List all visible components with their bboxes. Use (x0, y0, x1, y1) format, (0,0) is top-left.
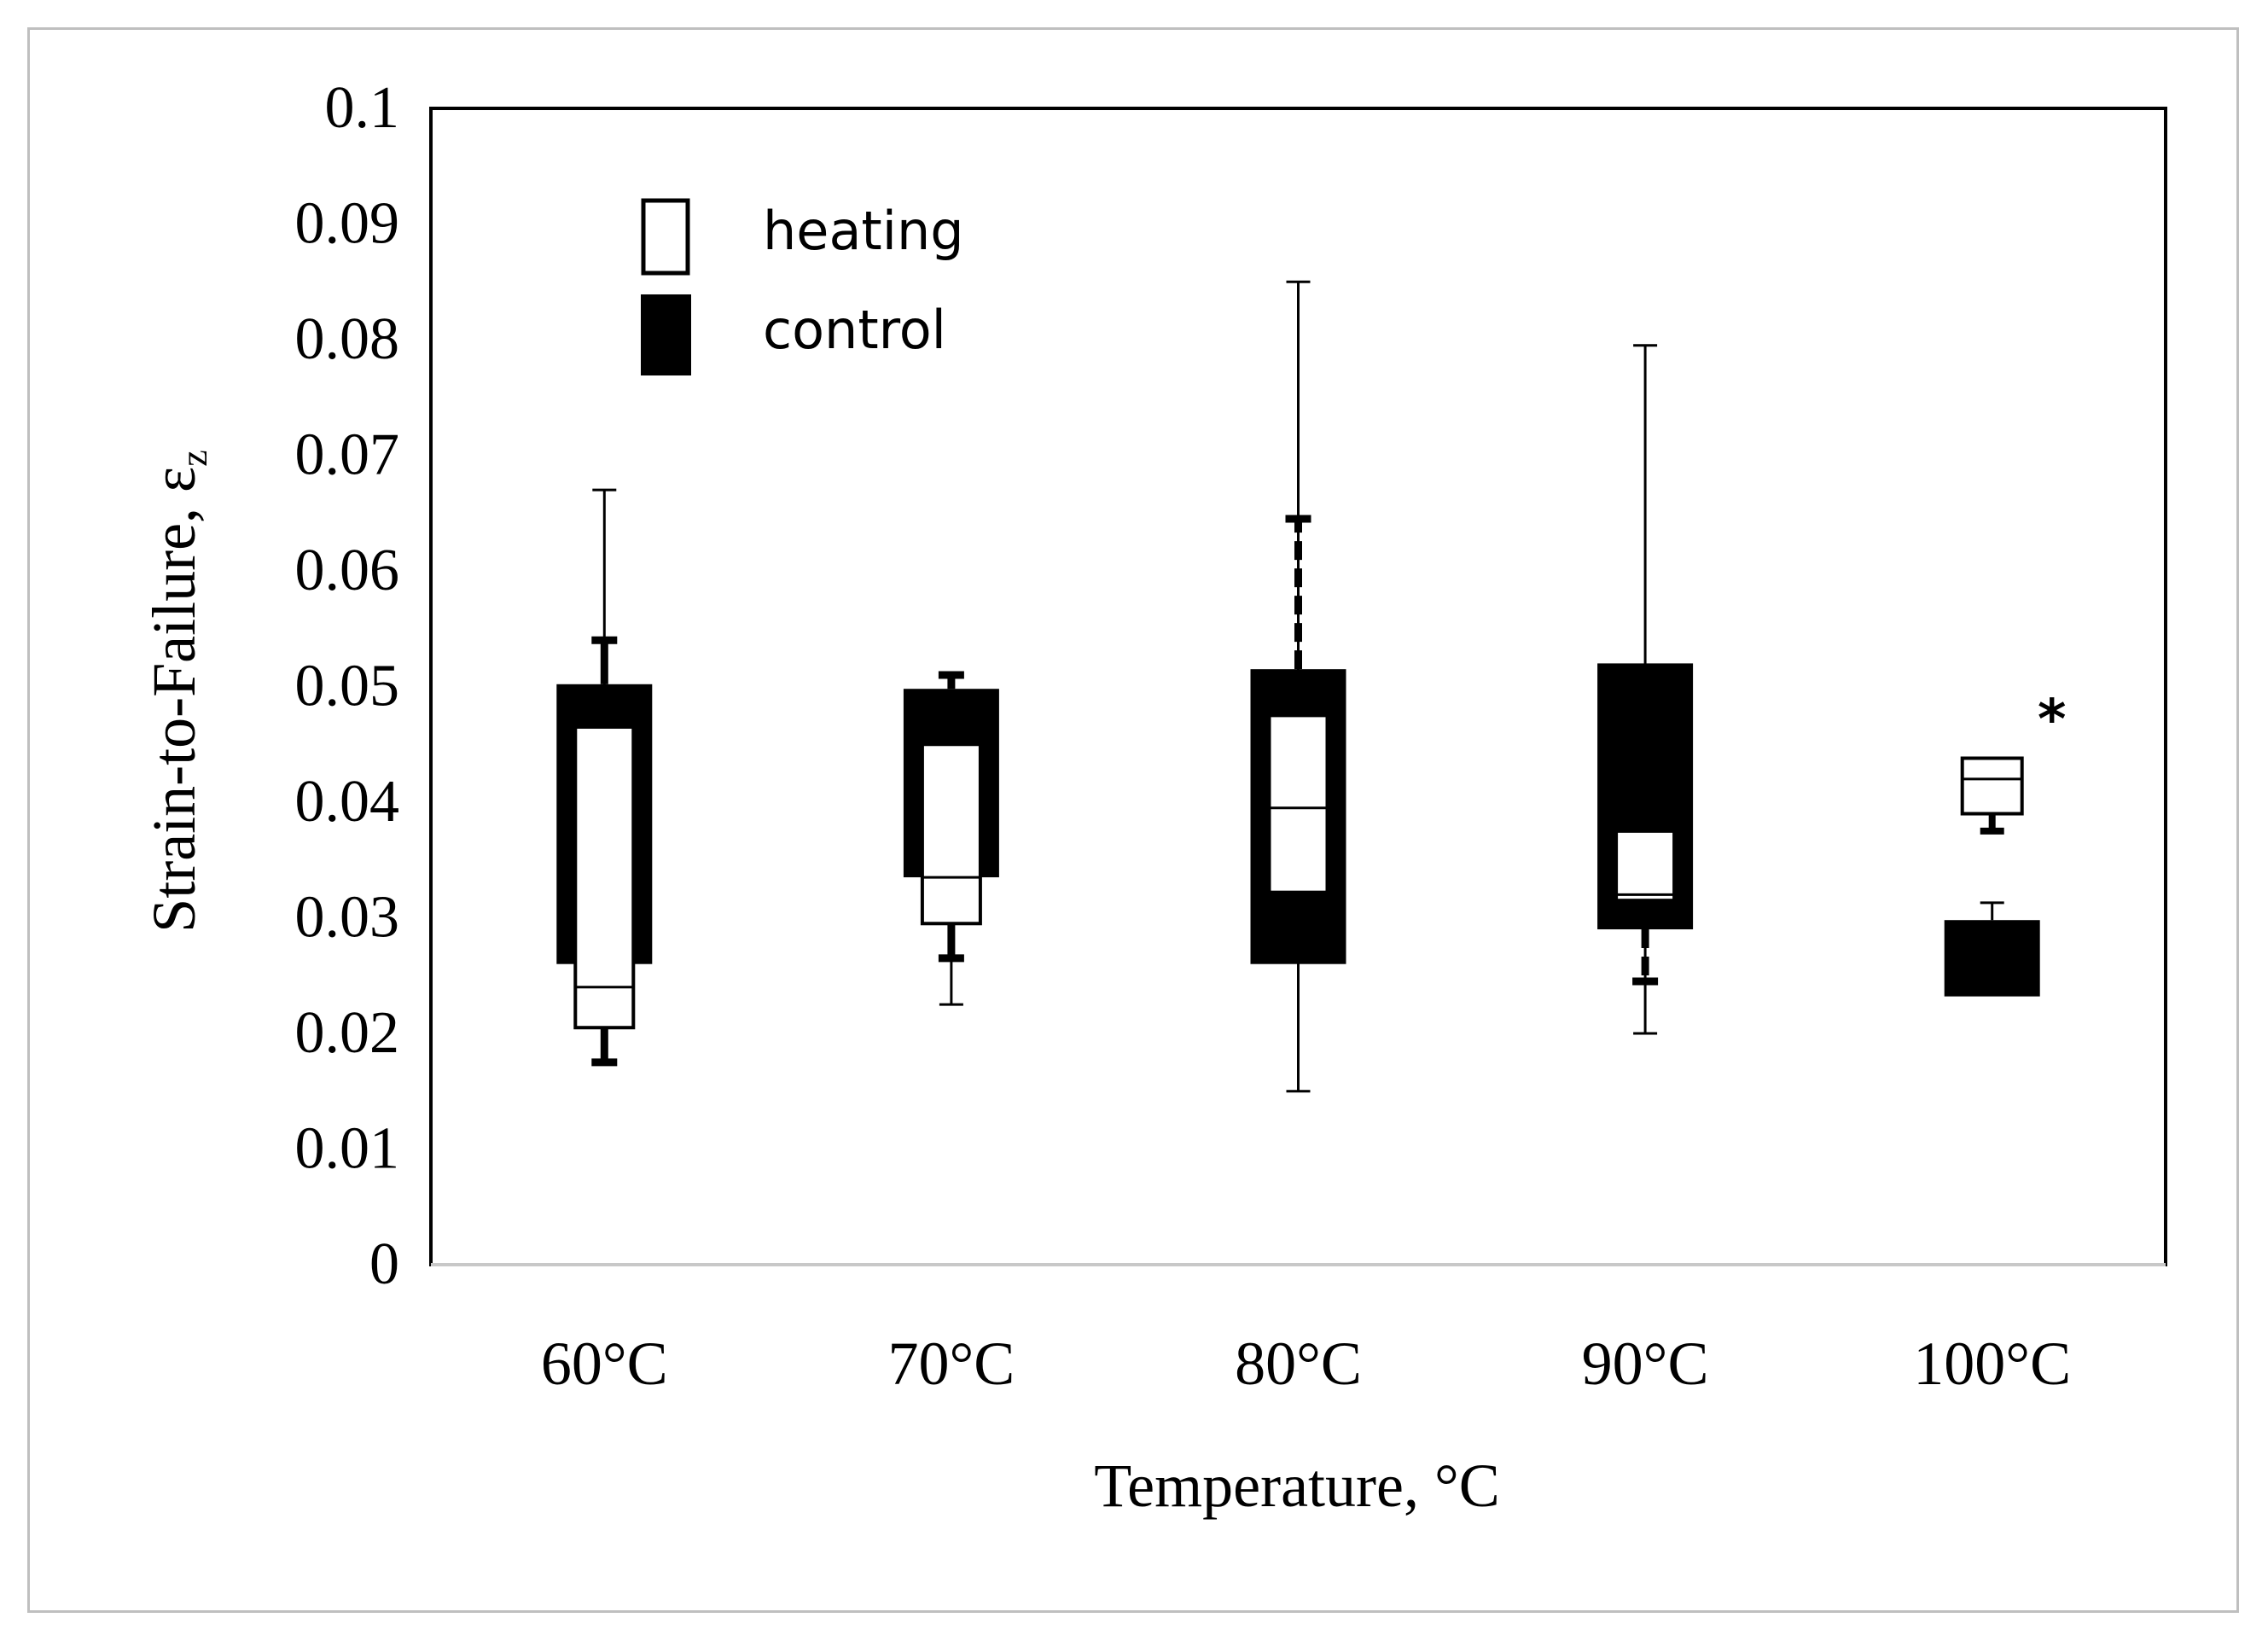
y-tick-label: 0.01 (295, 1116, 400, 1182)
y-tick-label: 0.06 (295, 538, 400, 603)
x-tick-label: 70°C (887, 1330, 1015, 1398)
y-tick-label: 0.07 (295, 422, 400, 488)
legend-heating-swatch (641, 198, 690, 276)
y-tick-label: 0.1 (325, 75, 400, 141)
y-tick-label: 0 (369, 1231, 399, 1297)
y-tick-label: 0.09 (295, 191, 400, 257)
legend-control-label: control (763, 299, 946, 361)
heating-box (1267, 713, 1329, 894)
y-axis-label-group: Strain-to-Failure, εz (140, 450, 215, 933)
y-tick-label: 0.05 (295, 654, 400, 719)
significance-asterisk: * (2038, 689, 2066, 752)
y-tick-label: 0.04 (295, 769, 400, 835)
y-axis-label-subscript: z (173, 450, 215, 467)
legend: heating control (641, 198, 964, 375)
control-box (1944, 920, 2040, 997)
x-tick-label: 60°C (541, 1330, 668, 1398)
svg-text:Strain-to-Failure, εz: Strain-to-Failure, εz (140, 450, 215, 933)
legend-heating-label: heating (763, 200, 964, 262)
legend-control-swatch (641, 294, 691, 375)
x-tick-label: 80°C (1235, 1330, 1362, 1398)
y-tick-label: 0.08 (295, 306, 400, 372)
y-tick-label: 0.02 (295, 1000, 400, 1066)
heating-box (573, 724, 636, 1030)
y-axis-label: Strain-to-Failure, ε (140, 467, 208, 933)
y-tick-label: 0.03 (295, 885, 400, 951)
heating-box (920, 742, 982, 926)
heating-box (1960, 756, 2024, 816)
heating-box (1614, 829, 1677, 903)
x-tick-label: 90°C (1582, 1330, 1709, 1398)
x-axis-label: Temperature, °C (1094, 1452, 1500, 1520)
x-tick-label: 100°C (1913, 1330, 2071, 1398)
